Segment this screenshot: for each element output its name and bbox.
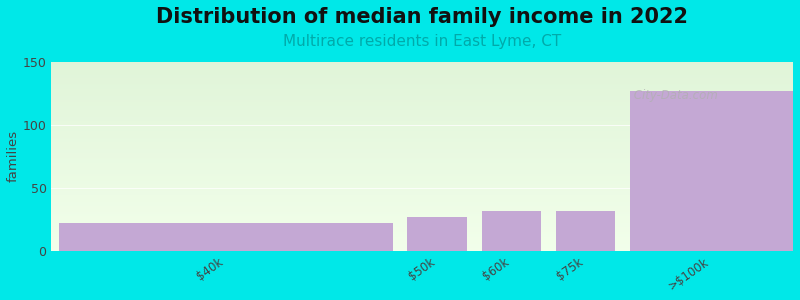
Y-axis label: families: families: [7, 130, 20, 182]
Text: Multirace residents in East Lyme, CT: Multirace residents in East Lyme, CT: [283, 34, 562, 49]
Bar: [59, 223, 393, 251]
Bar: [556, 211, 615, 251]
Text: City-Data.com: City-Data.com: [630, 89, 718, 102]
Bar: [630, 91, 793, 251]
Bar: [407, 217, 466, 251]
Bar: [482, 211, 541, 251]
Title: Distribution of median family income in 2022: Distribution of median family income in …: [156, 7, 688, 27]
